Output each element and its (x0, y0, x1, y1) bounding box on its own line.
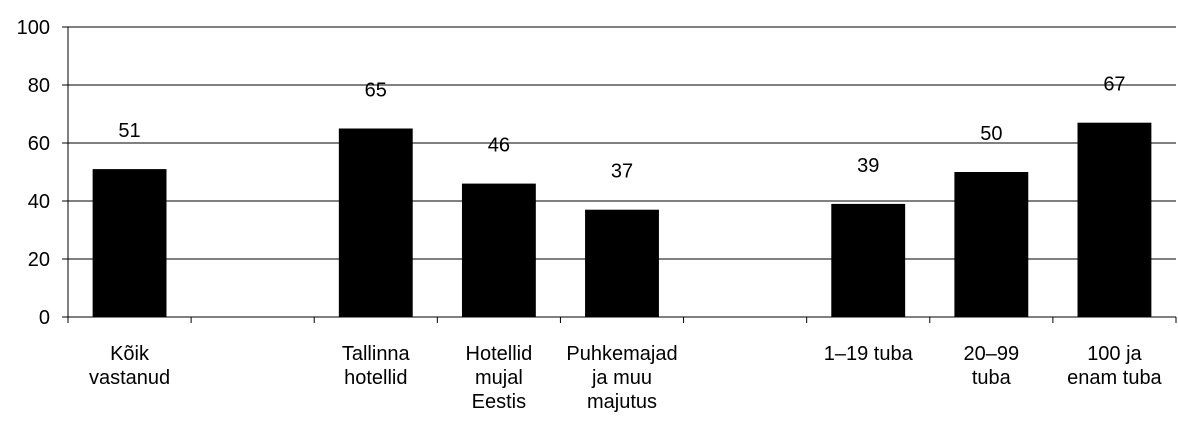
y-tick-label: 80 (28, 75, 50, 97)
x-tick-label: 1–19 tuba (824, 343, 914, 365)
y-tick-label: 20 (28, 249, 50, 271)
bar (1077, 122, 1152, 317)
y-tick-label: 40 (28, 191, 50, 213)
bar (954, 172, 1029, 317)
x-tick-label: Kõik vastanud (89, 343, 170, 389)
x-tick-label: 20–99 tuba (964, 343, 1020, 389)
bar (831, 203, 906, 317)
value-label: 46 (488, 135, 510, 157)
y-tick-label: 60 (28, 133, 50, 155)
value-label: 37 (611, 161, 633, 183)
x-tick-label: Puhkemajad ja muu majutus (566, 343, 677, 413)
y-tick-label: 0 (39, 307, 50, 329)
bar (92, 169, 167, 317)
value-label: 65 (365, 80, 387, 102)
bar (585, 209, 659, 317)
value-label: 39 (857, 155, 879, 177)
value-label: 67 (1103, 74, 1125, 96)
x-tick-label: 100 ja enam tuba (1067, 343, 1162, 389)
bar (338, 128, 413, 317)
x-tick-label: Tallinna hotellid (342, 343, 411, 389)
y-tick-label: 100 (17, 17, 50, 39)
value-label: 51 (118, 120, 140, 142)
bar (461, 183, 536, 317)
value-label: 50 (980, 123, 1002, 145)
x-tick-label: Hotellid mujal Eestis (466, 343, 533, 413)
